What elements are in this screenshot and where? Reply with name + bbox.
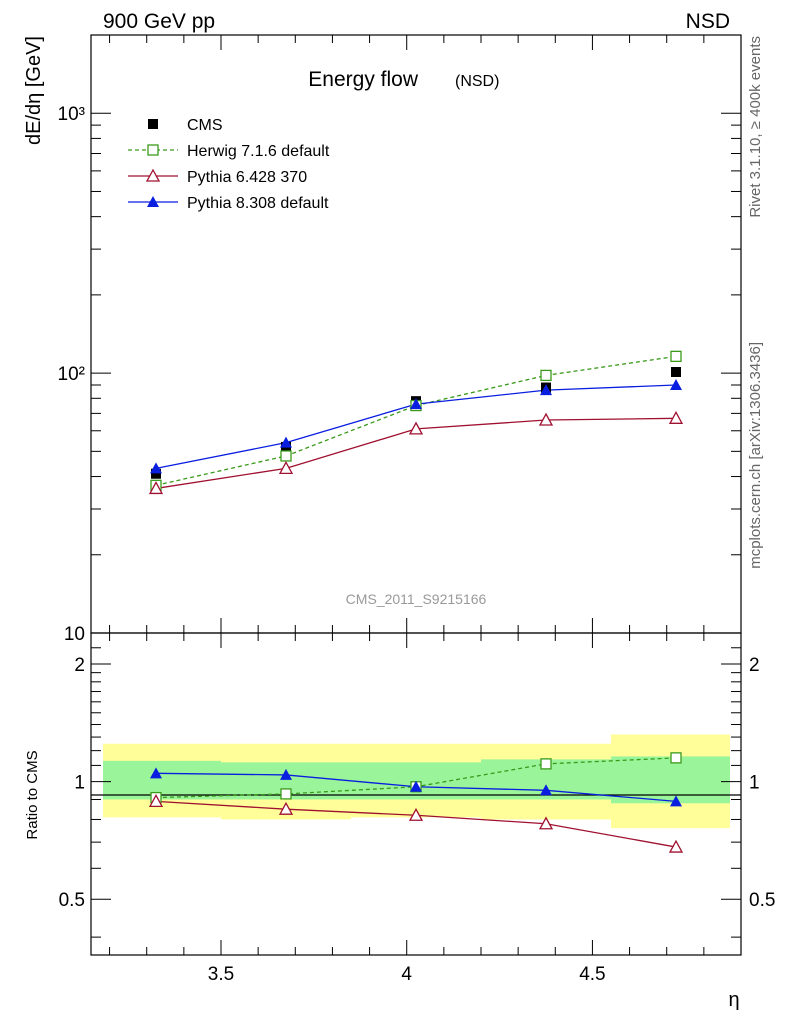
ratio-y-tick-label-left: 1 <box>74 773 85 794</box>
legend: CMS Herwig 7.1.6 default Pythia 6.428 370 P… <box>128 117 330 212</box>
header-left: 900 GeV pp <box>103 10 215 33</box>
chart-title: Energy flow <box>308 68 419 91</box>
ratio-y-axis-label: Ratio to CMS <box>24 750 41 839</box>
ratio-frame <box>90 632 742 956</box>
ratio-point-pythia-6-428-370-0 <box>148 794 164 808</box>
ratio-axis-ticks: 0.5 0.5 1 1 2 2 3.5 4 4.5 <box>59 633 775 985</box>
main-point-pythia-6-428-370-1 <box>278 461 294 475</box>
main-point-pythia-6-428-370-4 <box>668 410 684 424</box>
legend-label-pythia-8-308-default: Pythia 8.308 default <box>187 195 329 212</box>
main-line-herwig-7-1-6-default <box>155 355 677 486</box>
header-right: NSD <box>686 10 730 33</box>
main-point-herwig-7-1-6-default-1 <box>280 450 292 462</box>
ratio-point-pythia-8-308-default-0 <box>150 767 162 779</box>
ratio-series-markers <box>148 752 684 853</box>
ratio-point-pythia-6-428-370-3 <box>538 816 554 830</box>
mcplots-label: mcplots.cern.ch [arXiv:1306.3436] <box>747 342 764 569</box>
x-tick-label: 4 <box>401 964 412 985</box>
main-point-pythia-6-428-370-2 <box>408 421 424 435</box>
main-y-tick-label: 10 <box>64 624 85 645</box>
rivet-label: Rivet 3.1.10, ≥ 400k events <box>747 36 764 218</box>
analysis-watermark: CMS_2011_S9215166 <box>346 591 487 607</box>
main-panel: 10 10² 10³ Energy flow (NSD) CMS_2011_S921… <box>23 34 742 645</box>
ratio-uncertainty-bands <box>103 734 730 829</box>
ratio-point-pythia-6-428-370-4 <box>668 839 684 853</box>
ratio-point-pythia-6-428-370-1 <box>278 801 294 815</box>
legend-marker-herwig-7-1-6-default <box>147 144 159 156</box>
main-y-axis-label: dE/dη [GeV] <box>23 36 45 145</box>
chart-title-suffix: (NSD) <box>455 73 499 90</box>
ratio-point-pythia-8-308-default-2 <box>410 780 422 792</box>
main-y-tick-label: 10³ <box>58 104 85 125</box>
main-point-pythia-8-308-default-3 <box>540 384 552 396</box>
ratio-point-pythia-8-308-default-3 <box>540 784 552 796</box>
main-point-pythia-6-428-370-0 <box>148 481 164 495</box>
ratio-point-pythia-8-308-default-1 <box>280 768 292 780</box>
legend-marker-pythia-6-428-370 <box>145 168 161 182</box>
main-series-markers <box>148 350 684 495</box>
x-axis-label: η <box>728 989 739 1011</box>
legend-label-cms: CMS <box>187 117 223 134</box>
x-tick-label: 3.5 <box>208 964 234 985</box>
main-point-pythia-8-308-default-2 <box>410 398 422 410</box>
legend-label-herwig-7-1-6-default: Herwig 7.1.6 default <box>187 143 330 160</box>
ratio-y-tick-label-right: 2 <box>749 655 760 676</box>
main-axis-ticks: 10 10² 10³ <box>58 34 742 645</box>
main-point-pythia-8-308-default-1 <box>280 436 292 448</box>
ratio-y-tick-label-left: 2 <box>74 655 85 676</box>
main-point-herwig-7-1-6-default-3 <box>540 369 552 382</box>
ratio-y-tick-label-right: 1 <box>749 773 760 794</box>
main-point-pythia-6-428-370-3 <box>538 412 554 426</box>
legend-label-pythia-6-428-370: Pythia 6.428 370 <box>187 169 307 186</box>
main-point-cms-4 <box>671 366 681 377</box>
ratio-point-herwig-7-1-6-default-1 <box>280 788 292 800</box>
ratio-panel: 0.5 0.5 1 1 2 2 3.5 4 4.5 Ratio to CMS η <box>24 632 775 1011</box>
ratio-point-pythia-6-428-370-2 <box>408 807 424 821</box>
legend-marker-pythia-8-308-default <box>147 196 159 207</box>
ratio-point-herwig-7-1-6-default-3 <box>540 758 552 770</box>
ratio-point-pythia-8-308-default-4 <box>670 795 682 807</box>
x-tick-label: 4.5 <box>579 964 605 985</box>
ratio-point-herwig-7-1-6-default-4 <box>670 752 682 764</box>
ratio-y-tick-label-left: 0.5 <box>59 890 85 911</box>
main-point-herwig-7-1-6-default-4 <box>670 350 682 363</box>
ratio-y-tick-label-right: 0.5 <box>749 890 775 911</box>
main-point-pythia-8-308-default-0 <box>150 462 162 474</box>
legend-marker-cms <box>148 119 158 129</box>
main-y-tick-label: 10² <box>58 364 85 385</box>
main-point-pythia-8-308-default-4 <box>670 379 682 391</box>
main-point-cms-0 <box>151 468 161 479</box>
ratio-band-inner-0 <box>103 760 221 800</box>
